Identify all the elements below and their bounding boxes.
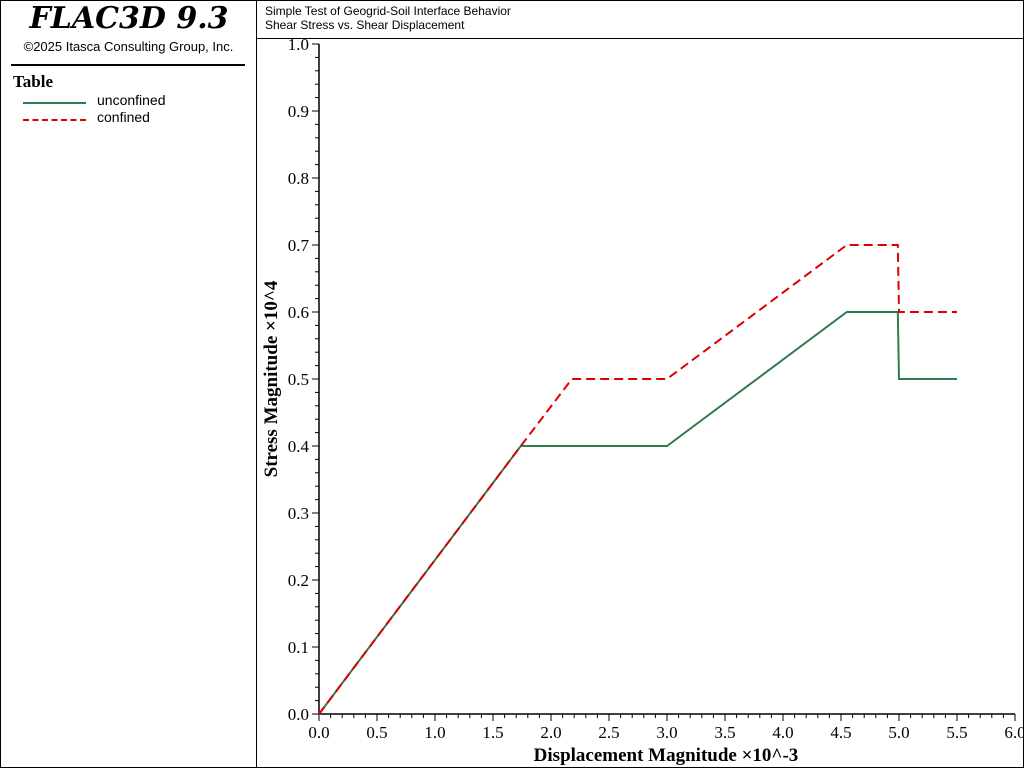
chart-subtitle: Shear Stress vs. Shear Displacement (265, 18, 465, 32)
copyright-text: ©2025 Itasca Consulting Group, Inc. (23, 39, 234, 54)
legend-item-confined: confined (23, 109, 243, 127)
axes: 0.0 0.1 0.2 0.3 0.4 0.5 0.6 0.7 0.8 0.9 1.0 0.0 0.5 1… (288, 38, 1023, 742)
y-tick-label: 0.2 (288, 571, 309, 590)
chart-title: Simple Test of Geogrid-Soil Interface Be… (265, 4, 511, 18)
x-tick-label: 4.0 (772, 723, 793, 742)
legend-swatch-unconfined (23, 102, 86, 104)
series-line-confined (318, 244, 957, 715)
y-tick-label: 0.6 (288, 303, 309, 322)
series-lines (318, 244, 957, 715)
x-tick-label: 5.0 (888, 723, 909, 742)
title-divider (11, 64, 245, 66)
y-tick-label: 0.4 (288, 437, 310, 456)
y-tick-label: 0.5 (288, 370, 309, 389)
series-line-unconfined (318, 311, 957, 715)
y-tick-label: 0.0 (288, 705, 309, 724)
app-title: FLAC3D 9.3 (29, 1, 229, 36)
y-tick-label: 0.7 (288, 236, 310, 255)
x-tick-label: 0.5 (366, 723, 387, 742)
x-axis-label: Displacement Magnitude ×10^-3 (534, 745, 799, 766)
x-tick-label: 1.5 (482, 723, 503, 742)
legend-label-confined: confined (97, 109, 150, 125)
legend-title: Table (13, 72, 54, 91)
chart-header: Simple Test of Geogrid-Soil Interface Be… (257, 1, 1023, 39)
x-tick-label: 1.0 (424, 723, 445, 742)
x-tick-label: 6.0 (1004, 723, 1023, 742)
legend-panel: FLAC3D 9.3 ©2025 Itasca Consulting Group… (1, 1, 257, 767)
legend-label-unconfined: unconfined (97, 92, 166, 108)
y-axis-label: Stress Magnitude ×10^4 (261, 280, 282, 477)
x-tick-label: 0.0 (308, 723, 329, 742)
y-tick-label: 1.0 (288, 38, 309, 54)
x-tick-label: 3.5 (714, 723, 735, 742)
x-tick-label: 4.5 (830, 723, 851, 742)
y-tick-label: 0.1 (288, 638, 309, 657)
y-tick-label: 0.3 (288, 504, 309, 523)
legend-swatch-confined (23, 119, 86, 121)
legend-item-unconfined: unconfined (23, 92, 243, 110)
x-tick-label: 2.5 (598, 723, 619, 742)
plot-area: 0.0 0.1 0.2 0.3 0.4 0.5 0.6 0.7 0.8 0.9 1.0 0.0 0.5 1… (261, 38, 1023, 766)
y-tick-label: 0.9 (288, 102, 309, 121)
x-tick-label: 3.0 (656, 723, 677, 742)
y-tick-label: 0.8 (288, 169, 309, 188)
x-tick-label: 5.5 (946, 723, 967, 742)
x-tick-label: 2.0 (540, 723, 561, 742)
